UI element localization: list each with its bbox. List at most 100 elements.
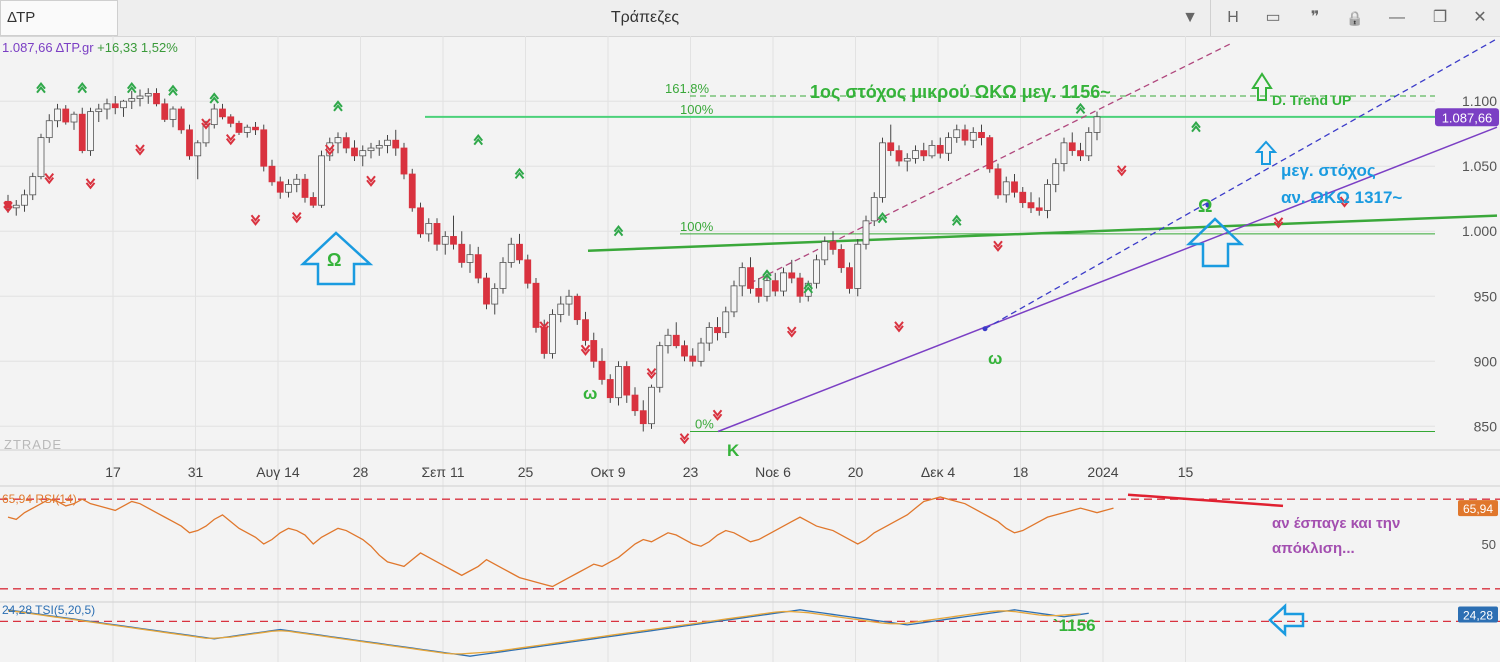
candle-body (590, 340, 598, 362)
candle-body (846, 267, 853, 289)
down-fractal-arrow (3, 201, 13, 213)
down-fractal-arrow (1273, 217, 1284, 229)
anchor-point (1205, 202, 1211, 208)
down-fractal-arrow (712, 409, 723, 421)
candle-body (408, 173, 416, 209)
candle-body (276, 181, 284, 193)
candle-body (111, 103, 119, 109)
down-fractal-arrow (366, 175, 376, 187)
candle-body (458, 243, 466, 263)
time-tick-label: 20 (848, 464, 864, 480)
candle-body (194, 142, 202, 157)
candle-body (144, 93, 152, 97)
up-fractal-arrow (77, 82, 88, 94)
candle-body (1060, 142, 1068, 165)
down-fractal-arrow (250, 214, 261, 226)
price-tick-label: 850 (1474, 418, 1498, 434)
down-fractal-arrow (44, 173, 55, 185)
candle-body (392, 139, 400, 149)
candle-body (837, 249, 845, 269)
candle-body (994, 168, 1002, 196)
candle-body (573, 295, 581, 321)
small-up-arrow (1254, 140, 1278, 165)
price-tick-label: 1.000 (1462, 223, 1497, 239)
candle-body (969, 132, 977, 141)
up-fractal-arrow (333, 100, 343, 112)
candle-body (169, 108, 177, 120)
up-fractal-arrow (514, 167, 525, 180)
candle-body (260, 129, 268, 167)
omega-label: Ω (1198, 196, 1212, 216)
k-label: Κ (727, 441, 740, 460)
candle-body (219, 108, 226, 118)
candle-body (243, 126, 251, 133)
candle-body (870, 197, 878, 222)
up-arrow-annotation (299, 231, 374, 286)
h-button[interactable]: H (1227, 9, 1239, 26)
candle-body (450, 236, 457, 245)
up-fractal-arrow (877, 212, 888, 224)
trend-annotation: D. Trend UP (1272, 92, 1351, 108)
restore-icon[interactable]: ❐ (1432, 9, 1448, 26)
fib-label: 0% (695, 416, 714, 431)
time-tick-label: 23 (683, 464, 699, 480)
down-fractal-arrow (135, 144, 145, 156)
candle-body (912, 150, 919, 159)
up-fractal-arrow (762, 269, 772, 281)
candle-body (780, 272, 787, 292)
green-neckline (587, 214, 1498, 252)
candle-body (689, 355, 697, 362)
target1-annotation: 1ος στόχος μικρού ΩΚΩ μεγ. 1156~ (810, 82, 1111, 102)
fractal-arrows (3, 82, 1350, 445)
candle-body (755, 288, 763, 297)
up-fractal-arrow (473, 134, 484, 146)
time-tick-label: 2024 (1087, 464, 1118, 480)
candle-body (309, 197, 317, 206)
candle-body (120, 100, 127, 109)
candle-body (738, 267, 746, 287)
time-tick-label: 17 (105, 464, 121, 480)
minimize-icon[interactable]: — (1389, 9, 1405, 26)
candle-body (375, 145, 383, 149)
trend-lines (587, 38, 1498, 433)
candle-body (1019, 191, 1027, 204)
comment-icon[interactable]: ❞ (1310, 9, 1320, 26)
candle-body (235, 122, 243, 133)
divergence-line (1127, 493, 1284, 508)
trend-up-arrow (1251, 72, 1273, 101)
rsi-tick-label: 50 (1482, 537, 1496, 552)
rsi-line (7, 496, 1114, 588)
anchor-point (982, 326, 988, 332)
rsi-label: 65,94 RSI(14) (2, 492, 77, 506)
candle-body (920, 150, 928, 157)
candle-body (771, 280, 779, 292)
quote-line: 1.087,66 ΔΤΡ.gr +16,33 1,52% (2, 40, 178, 55)
candle-body (606, 379, 614, 399)
candle-body (153, 93, 160, 105)
close-icon[interactable]: ✕ (1473, 9, 1487, 26)
dropdown-chevron-icon[interactable]: ▼ (1182, 9, 1198, 26)
candle-body (854, 243, 862, 289)
candle-body (961, 129, 969, 141)
toolbar: ΔΤΡ Τράπεζες ▼ H ▭ ❞ 🔒 — ❐ ✕ (0, 0, 1500, 37)
price-chart[interactable]: 161.8% 100% 100% 0% 1.100 1.050 1.000 950 900 85… (0, 36, 1500, 662)
candle-body (516, 243, 523, 261)
candle-body (384, 139, 391, 146)
candle-body (639, 410, 647, 425)
time-tick-label: Δεκ 4 (921, 464, 955, 480)
candle-body (763, 280, 771, 297)
candle-body (483, 277, 490, 305)
candle-body (351, 147, 358, 157)
panel-icon[interactable]: ▭ (1265, 9, 1281, 26)
candle-body (524, 259, 532, 284)
last-price-label: 1.087,66 (1442, 110, 1493, 125)
time-tick-label: 28 (353, 464, 369, 480)
target2-annotation-line2: αν. ΩΚΩ 1317~ (1281, 188, 1402, 207)
candle-body (474, 254, 482, 279)
candle-body (285, 184, 292, 193)
symbol-input[interactable]: ΔΤΡ (0, 0, 118, 36)
candle-body (796, 277, 804, 297)
tsi-signal-line (7, 610, 1081, 655)
candle-body (227, 116, 235, 124)
lock-icon[interactable]: 🔒 (1346, 10, 1364, 26)
